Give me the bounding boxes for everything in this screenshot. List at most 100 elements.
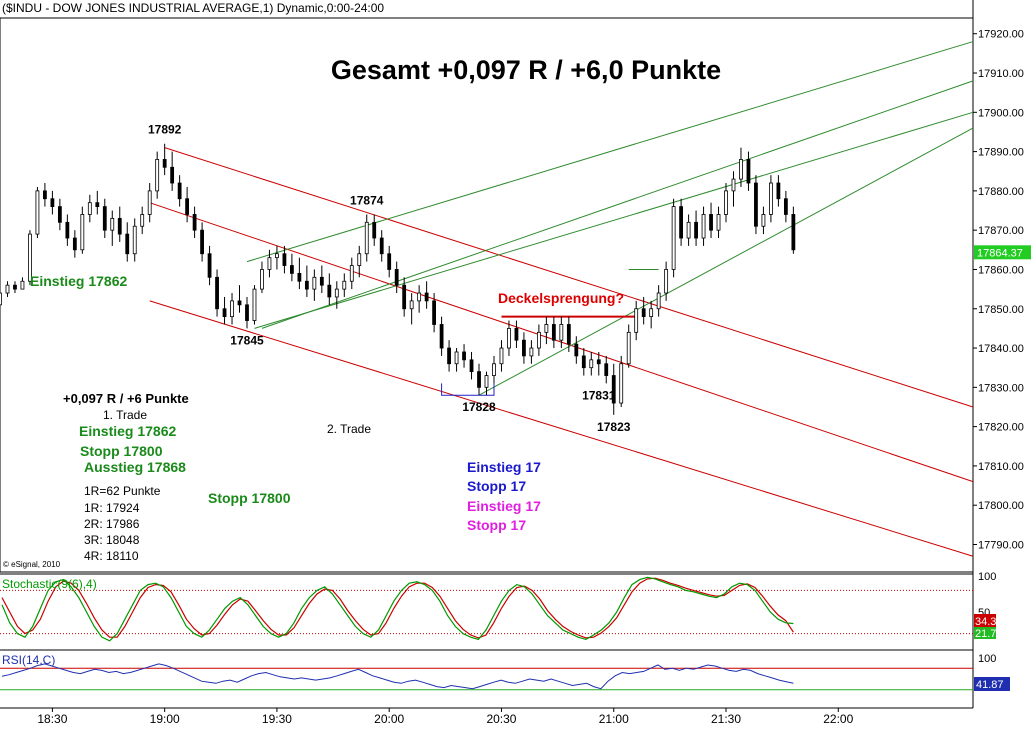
last-price-label: 17864.37 <box>977 247 1023 259</box>
price-tick-label: 17800.00 <box>978 500 1024 512</box>
copyright: © eSignal, 2010 <box>3 560 61 569</box>
stoch-k-value: 34.38 <box>975 616 1003 628</box>
candle <box>462 344 466 368</box>
candle <box>334 281 339 309</box>
candle <box>409 293 414 325</box>
candle-body <box>140 214 145 227</box>
candle-body <box>409 300 414 310</box>
candle <box>50 190 55 215</box>
candle-body <box>507 327 511 349</box>
candle <box>402 277 407 317</box>
candle-body <box>170 166 175 184</box>
candle-body <box>454 351 459 365</box>
candle-body <box>147 190 152 215</box>
candle-body <box>656 292 661 310</box>
candle <box>237 285 242 313</box>
candle-body <box>634 308 639 333</box>
candle <box>641 296 646 325</box>
candle <box>192 206 197 239</box>
chart-frame <box>0 0 974 709</box>
candle <box>664 261 669 301</box>
candle-body <box>739 159 743 180</box>
candle <box>215 269 219 317</box>
candle <box>57 198 62 231</box>
rsi-level-label: 100 <box>978 653 996 665</box>
time-tick-label: 20:30 <box>486 712 516 726</box>
candle-body <box>177 182 182 200</box>
candle <box>147 183 152 223</box>
candle <box>342 273 347 297</box>
candle-body <box>252 288 257 321</box>
candle-body <box>20 280 25 290</box>
trend-line-channel_upper <box>164 147 974 408</box>
price-tick-label: 17840.00 <box>978 343 1024 355</box>
price-tick-label: 17900.00 <box>978 107 1024 119</box>
candle <box>162 143 167 176</box>
candle <box>275 245 279 270</box>
candle-body <box>566 324 571 345</box>
candle <box>447 340 451 372</box>
candle <box>35 186 40 239</box>
candle <box>28 230 32 286</box>
candle <box>507 320 511 356</box>
candle <box>566 316 571 352</box>
candle <box>656 285 661 317</box>
stoch-d-line <box>1 577 794 639</box>
stoch-d-box <box>974 627 996 639</box>
candle <box>611 363 616 415</box>
candle <box>252 285 257 325</box>
candle-body <box>162 159 167 168</box>
candle-body <box>574 343 579 357</box>
candle-body <box>559 324 564 341</box>
candle-body <box>110 217 115 231</box>
time-tick-label: 21:30 <box>711 712 741 726</box>
annotation: Einstieg 17 <box>467 459 541 475</box>
candle <box>43 183 47 207</box>
candle-body <box>417 292 422 302</box>
price-axis: 17790.00 17800.00 17810.00 17820.00 17830.00… <box>973 29 1031 551</box>
time-tick-label: 20:00 <box>374 712 404 726</box>
annotation: 2R: 17986 <box>84 517 140 531</box>
time-tick-label: 21:00 <box>599 712 629 726</box>
candle-body <box>327 284 332 298</box>
candle-body <box>791 214 796 251</box>
annotation: 1. Trade <box>103 408 147 422</box>
candle <box>694 210 698 246</box>
candle <box>559 316 564 349</box>
time-tick-label: 19:00 <box>150 712 180 726</box>
candle <box>387 245 392 278</box>
candle-body <box>469 359 474 373</box>
candle-body <box>754 182 758 227</box>
candle-body <box>5 284 10 294</box>
annotation: 2. Trade <box>327 422 371 436</box>
candle <box>783 190 788 223</box>
annotation: 3R: 18048 <box>84 533 140 547</box>
candle <box>484 371 489 396</box>
annotation: Einstieg 17862 <box>30 273 127 289</box>
candle <box>125 222 130 262</box>
candle <box>372 214 377 246</box>
candle-body <box>0 292 2 306</box>
annotation: Deckelsprengung? <box>498 290 624 306</box>
candle-body <box>349 265 354 282</box>
candle-body <box>267 257 272 270</box>
candle-body <box>731 178 736 192</box>
candle-body <box>185 198 190 215</box>
candle-body <box>641 308 646 318</box>
price-tick-label: 17910.00 <box>978 68 1024 80</box>
price-tick-label: 17830.00 <box>978 382 1024 394</box>
candle-body <box>28 233 32 282</box>
candle-body <box>87 202 92 215</box>
candle-body <box>589 359 594 369</box>
blue-bracket <box>441 383 495 396</box>
candle <box>312 269 317 301</box>
candle <box>574 336 579 364</box>
candle <box>492 355 496 384</box>
candle <box>0 289 2 306</box>
candle-body <box>783 198 788 215</box>
candle-body <box>477 371 481 388</box>
price-tick-label: 17790.00 <box>978 539 1024 551</box>
candle <box>454 348 459 372</box>
candle-body <box>544 324 549 333</box>
